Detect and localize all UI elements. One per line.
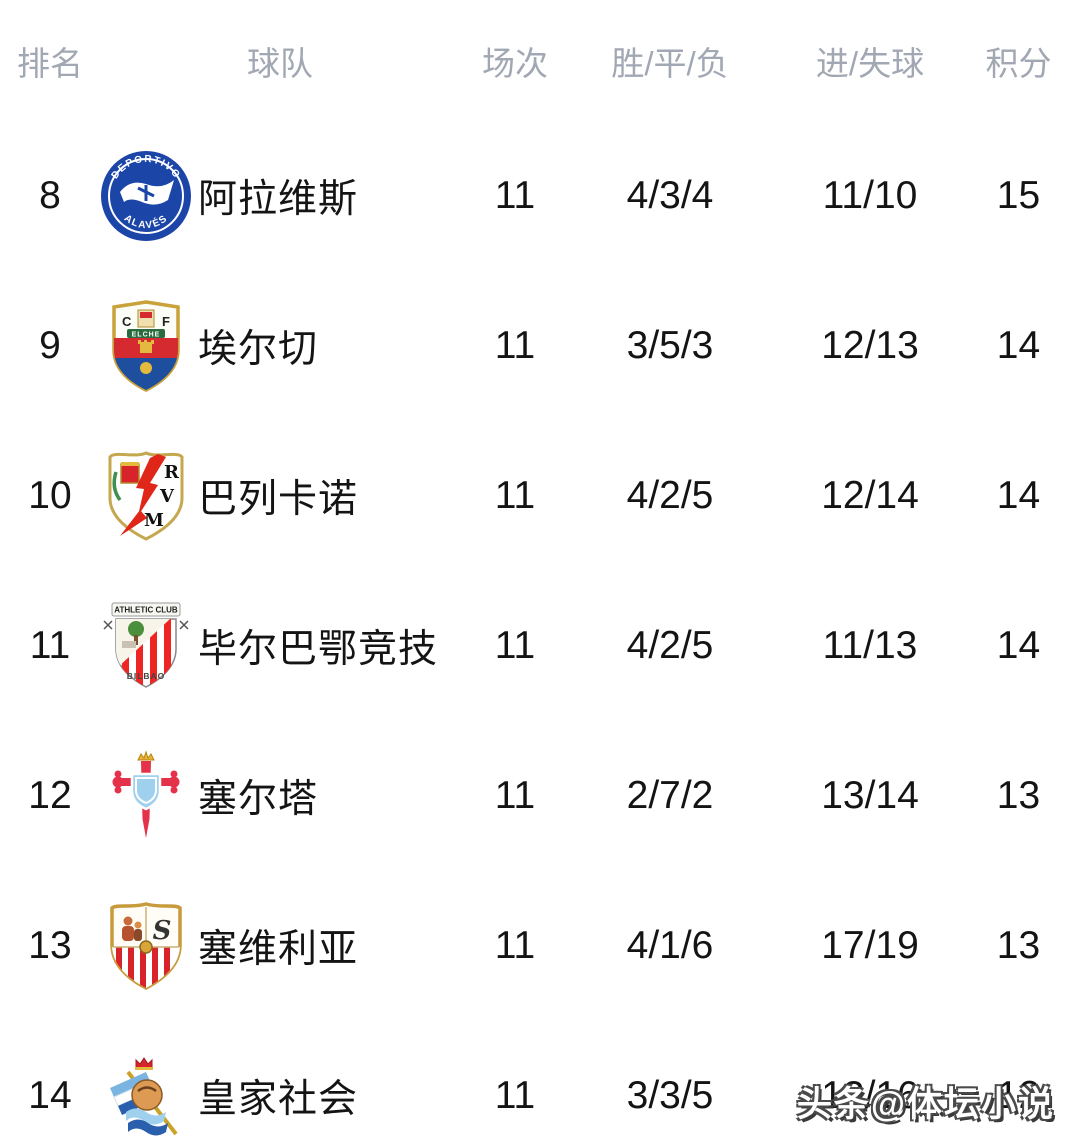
goals-cell: 11/10 <box>822 174 918 217</box>
team-name: 毕尔巴鄂竞技 <box>198 628 439 671</box>
goals-cell: 12/14 <box>821 474 919 517</box>
wdl-cell: 3/5/3 <box>626 324 714 367</box>
team-name: 塞维利亚 <box>198 928 359 971</box>
table-row[interactable]: 13 S <box>0 871 1067 1021</box>
deportivo-alaves-crest-icon: DEPORTIVO ALAVÉS <box>100 150 192 242</box>
header-points: 积分 <box>985 44 1052 82</box>
svg-text:V: V <box>159 486 175 507</box>
real-sociedad-crest-icon <box>100 1050 192 1139</box>
points-cell: 12 <box>996 1074 1041 1117</box>
matches-cell: 11 <box>494 474 536 517</box>
matches-cell: 11 <box>494 774 536 817</box>
rank-cell: 13 <box>28 924 72 967</box>
svg-text:F: F <box>162 314 170 329</box>
table-row[interactable]: 8 DEPORTIVO ALAVÉS 阿拉维斯 11 4/3/4 <box>0 121 1067 271</box>
points-cell: 14 <box>996 474 1041 517</box>
header-team: 球队 <box>247 44 313 82</box>
table-row[interactable]: 11 ATHLETIC CLUB <box>0 571 1067 721</box>
goals-cell: 12/13 <box>821 324 919 367</box>
matches-cell: 11 <box>494 624 536 667</box>
elche-cf-crest-icon: C F ELCHE <box>100 298 192 394</box>
svg-text:ELCHE: ELCHE <box>132 332 161 339</box>
wdl-cell: 4/3/4 <box>626 174 714 217</box>
team-name: 巴列卡诺 <box>198 478 359 521</box>
matches-cell: 11 <box>494 924 536 967</box>
sevilla-fc-crest-icon: S <box>100 899 192 993</box>
team-name: 阿拉维斯 <box>198 178 359 221</box>
team-name: 塞尔塔 <box>198 778 319 821</box>
svg-text:BILBAO: BILBAO <box>127 671 166 681</box>
points-cell: 15 <box>996 174 1041 217</box>
wdl-cell: 4/2/5 <box>626 474 714 517</box>
table-row[interactable]: 9 C <box>0 271 1067 421</box>
goals-cell: 17/19 <box>821 924 919 967</box>
header-rank: 排名 <box>17 44 83 82</box>
matches-cell: 11 <box>494 174 536 217</box>
table-row[interactable]: 14 皇家社会 11 3/3/5 13/16 12 <box>0 1021 1067 1139</box>
rank-cell: 10 <box>28 474 72 517</box>
goals-cell: 13/14 <box>821 774 919 817</box>
header-goals: 进/失球 <box>815 44 925 82</box>
team-name: 埃尔切 <box>198 328 319 371</box>
points-cell: 13 <box>996 924 1041 967</box>
wdl-cell: 3/3/5 <box>626 1074 714 1117</box>
svg-text:R: R <box>164 462 180 483</box>
rank-cell: 12 <box>28 774 72 817</box>
matches-cell: 11 <box>494 1074 536 1117</box>
rayo-vallecano-crest-icon: R V M <box>100 448 192 544</box>
svg-text:C: C <box>122 314 132 329</box>
rank-cell: 8 <box>39 174 61 217</box>
rank-cell: 9 <box>39 324 61 367</box>
header-matches: 场次 <box>482 44 548 82</box>
header-wdl: 胜/平/负 <box>611 44 729 82</box>
svg-text:ATHLETIC CLUB: ATHLETIC CLUB <box>114 606 178 615</box>
svg-text:M: M <box>144 510 164 531</box>
svg-text:S: S <box>153 916 172 946</box>
wdl-cell: 4/2/5 <box>626 624 714 667</box>
table-header: 排名 球队 场次 胜/平/负 进/失球 积分 <box>0 0 1067 121</box>
table-row[interactable]: 12 塞尔塔 11 2/7/2 13/14 13 <box>0 721 1067 871</box>
celta-vigo-crest-icon <box>100 748 192 844</box>
matches-cell: 11 <box>494 324 536 367</box>
athletic-bilbao-crest-icon: ATHLETIC CLUB BILBAO <box>100 597 192 695</box>
wdl-cell: 4/1/6 <box>626 924 714 967</box>
rank-cell: 11 <box>29 624 71 667</box>
points-cell: 14 <box>996 624 1041 667</box>
wdl-cell: 2/7/2 <box>626 774 714 817</box>
rank-cell: 14 <box>28 1074 72 1117</box>
table-row[interactable]: 10 R V M 巴列卡诺 11 4/2/5 12/14 14 <box>0 421 1067 571</box>
points-cell: 14 <box>996 324 1041 367</box>
team-name: 皇家社会 <box>198 1078 359 1121</box>
goals-cell: 11/13 <box>822 624 918 667</box>
goals-cell: 13/16 <box>821 1074 919 1117</box>
points-cell: 13 <box>996 774 1041 817</box>
